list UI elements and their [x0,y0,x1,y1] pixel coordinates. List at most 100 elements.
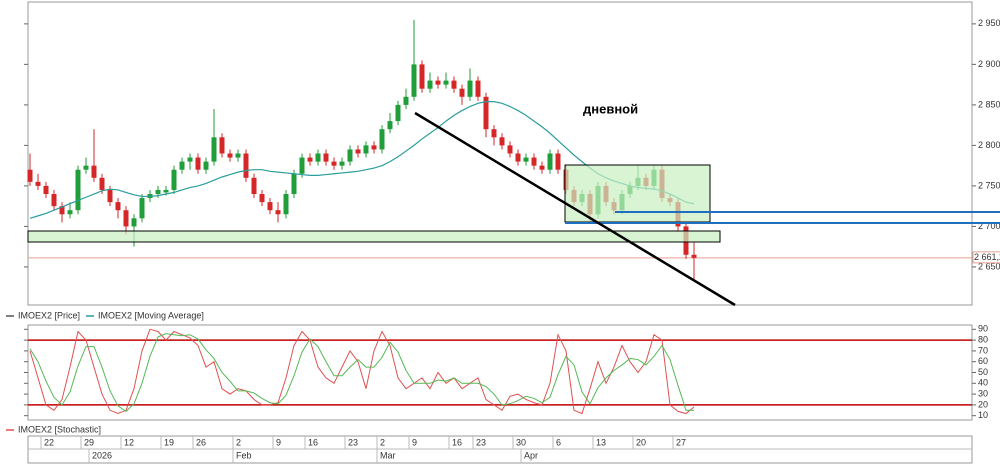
stochastic-line [29,333,694,413]
legend-label: IMOEX2 [Moving Average] [98,310,204,320]
candle-body [315,153,321,162]
candle-body [251,177,257,195]
x-tick-label: 27 [676,437,686,447]
candle-body [243,153,249,178]
y-tick-label: 30 [978,388,988,398]
y-tick-label: 10 [978,410,988,420]
y-tick-label: 2 900 [978,59,1000,69]
price-panel [27,1,973,306]
candle-body [259,194,265,203]
candle-body [355,149,361,154]
candle-body [363,145,369,154]
x-tick-label: 19 [164,437,174,447]
y-tick-label: 2 700 [978,221,1000,231]
candle-body [387,121,393,130]
candle-body [491,129,497,138]
candle-body [91,165,97,178]
candle-body [555,153,561,170]
candle-body [123,210,129,227]
y-tick-label: 2 800 [978,140,1000,150]
y-tick-label: 70 [978,345,988,355]
candle-body [483,96,489,130]
candle-body [195,157,201,170]
candle-body [107,189,113,203]
candle-body [235,153,241,158]
candle-body [275,210,281,215]
candle-body [435,80,441,85]
candle-body [51,194,57,207]
candle-body [379,129,385,150]
y-tick-label: 2 650 [978,261,1000,271]
x-tick-label: 29 [84,437,94,447]
y-tick-label: 2 750 [978,180,1000,190]
last-price-box [972,251,1000,264]
x-tick-label: 23 [348,437,358,447]
x-tick-label: 16 [452,437,462,447]
candle-body [459,88,465,97]
y-tick-label: 2 950 [978,18,1000,28]
candle-body [307,157,313,162]
candle-body [59,206,65,215]
candle-body [515,153,521,162]
support-zone [27,230,721,243]
candle-body [227,153,233,158]
y-tick-label: 60 [978,356,988,366]
y-tick-label: 20 [978,399,988,409]
stochastic-line [29,328,695,415]
month-label: 2026 [92,450,112,460]
legend-label: IMOEX2 [Stochastic] [18,424,101,434]
candle-body [339,161,345,166]
candle-body [75,169,81,211]
candle-body [411,64,417,97]
last-price-label: 2 661,2 [974,252,1000,262]
x-tick-label: 2 [380,437,385,447]
y-tick-label: 80 [978,334,988,344]
month-label: Apr [524,450,538,460]
candle-body [419,64,425,89]
candle-body [467,80,473,97]
candle-body [323,153,329,162]
candle-body [187,157,193,162]
candle-body [179,161,185,170]
candle-body [267,202,273,211]
candle-body [155,189,161,195]
candle-body [163,189,169,193]
candle-body [283,194,289,215]
candle-body [691,254,697,258]
month-label: Mar [380,450,396,460]
candle-body [475,80,481,97]
month-label: Feb [236,450,252,460]
x-tick-label: 6 [556,437,561,447]
x-tick-label: 30 [516,437,526,447]
x-tick-label: 16 [308,437,318,447]
candle-body [299,157,305,174]
y-tick-label: 50 [978,367,988,377]
x-tick-label: 9 [412,437,417,447]
candle-body [331,161,337,166]
candle-body [507,145,513,154]
moving-average-line [29,101,695,219]
candle-body [403,96,409,105]
y-tick-label: 40 [978,378,988,388]
candle-body [211,137,217,162]
candle-body [451,80,457,89]
candle-body [291,173,297,195]
x-tick-label: 9 [276,437,281,447]
candle-body [427,80,433,89]
x-tick-label: 23 [476,437,486,447]
x-tick-label: 2 [236,437,241,447]
candle-body [547,153,553,170]
candle-body [531,157,537,166]
x-tick-label: 20 [636,437,646,447]
candle-body [219,137,225,154]
x-tick-label: 12 [124,437,134,447]
candle-body [171,169,177,190]
candle-body [499,137,505,146]
candle-body [139,198,145,219]
candle-body [371,145,377,150]
candle-body [523,157,529,162]
candle-body [395,104,401,122]
candle-body [35,181,41,186]
candle-body [27,169,33,182]
